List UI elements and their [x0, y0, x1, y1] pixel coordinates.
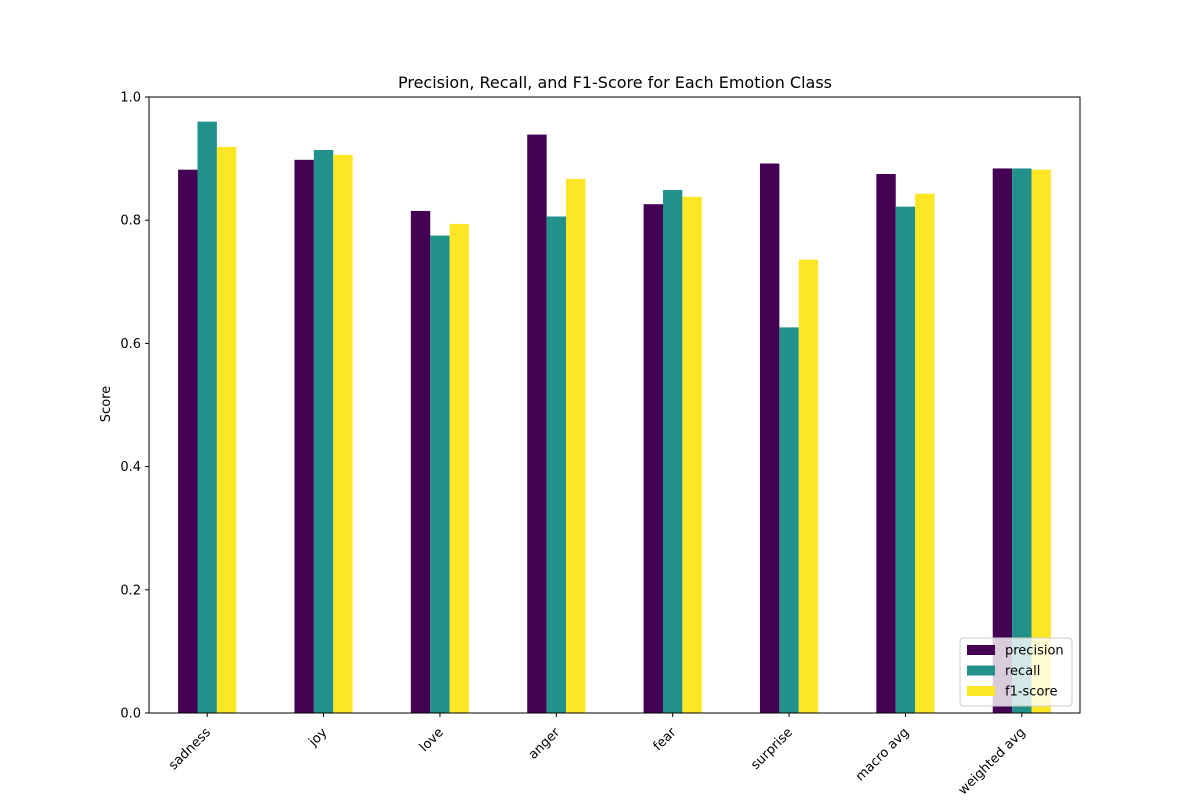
x-tick-label: joy [305, 725, 330, 750]
bar-recall-weighted-avg [1012, 168, 1032, 713]
axes-layer: 0.0 0.2 0.4 0.6 0.8 1.0 sadness joy love anger fea… [120, 91, 1081, 798]
bar-precision-joy [294, 159, 314, 713]
bar-recall-anger [546, 216, 567, 713]
bar-f1-score-fear [682, 196, 702, 714]
chart-title: Precision, Recall, and F1-Score for Each… [398, 73, 832, 92]
bar-recall-macro-avg [895, 206, 916, 713]
bar-f1-score-joy [333, 154, 353, 714]
bar-f1-score-weighted-avg [1031, 169, 1051, 714]
bar-precision-surprise [759, 163, 780, 713]
bar-precision-weighted-avg [992, 168, 1013, 713]
y-axis-title: Score [99, 386, 114, 422]
legend-label-recall: recall [1005, 664, 1040, 679]
bar-f1-score-love [449, 223, 470, 713]
legend-label-f1-score: f1-score [1005, 685, 1057, 700]
y-tick-label: 0.2 [120, 583, 141, 598]
bar-f1-score-surprise [798, 259, 819, 713]
y-tick-label: 0.0 [120, 707, 141, 722]
x-tick-label: love [417, 725, 447, 755]
y-tick-label: 0.4 [120, 460, 141, 475]
x-tick-label: sadness [166, 725, 214, 773]
bar-precision-anger [527, 134, 547, 714]
bar-precision-macro-avg [876, 174, 896, 713]
bar-precision-sadness [178, 169, 198, 714]
y-tick-label: 1.0 [120, 91, 141, 106]
x-tick-label: fear [651, 725, 680, 754]
bar-f1-score-anger [566, 178, 586, 714]
bar-recall-joy [313, 149, 334, 713]
bar-f1-score-macro-avg [915, 193, 935, 713]
bar-recall-love [430, 235, 450, 713]
plot-frame [148, 96, 1081, 714]
legend-swatch-f1-score [967, 686, 995, 696]
y-tick-label: 0.6 [120, 337, 141, 352]
legend-swatch-precision [967, 645, 995, 655]
x-tick-label: weighted avg [956, 725, 1029, 798]
bar-recall-fear [662, 190, 683, 714]
y-tick-label: 0.8 [120, 214, 141, 229]
legend-swatch-recall [967, 665, 995, 676]
bars-layer [178, 121, 1051, 714]
bar-f1-score-sadness [216, 146, 237, 713]
bar-precision-love [410, 210, 431, 713]
legend-label-precision: precision [1005, 644, 1064, 659]
legend: precision recall f1-score [959, 637, 1073, 707]
bar-recall-surprise [779, 327, 799, 713]
bar-recall-sadness [197, 121, 217, 713]
bar-precision-fear [643, 204, 663, 713]
x-tick-label: macro avg [853, 725, 912, 784]
x-tick-label: anger [526, 725, 564, 763]
x-tick-label: surprise [748, 725, 796, 773]
